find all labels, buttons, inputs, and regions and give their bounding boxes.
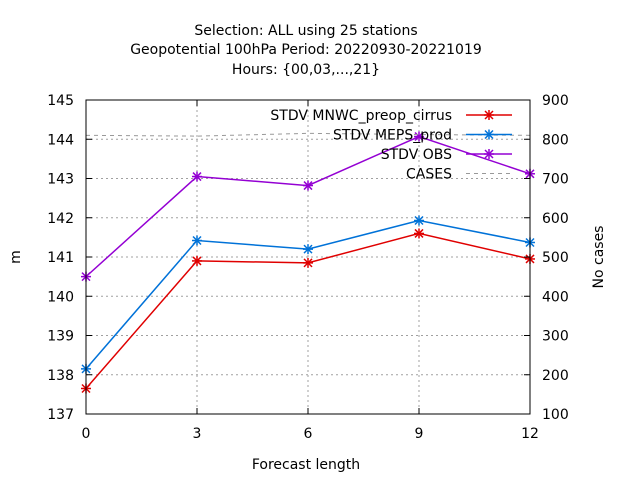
data-point: [414, 228, 424, 239]
chart-title-line-1: Selection: ALL using 25 stations: [194, 23, 417, 39]
data-point: [192, 171, 202, 182]
y2-tick-label: 100: [542, 407, 569, 423]
x-axis-label: Forecast length: [252, 457, 360, 473]
data-point: [484, 149, 494, 159]
legend-label: CASES: [406, 167, 452, 183]
chart-title: Selection: ALL using 25 stations Geopote…: [130, 23, 482, 78]
data-point: [303, 257, 313, 268]
x-tick-label: 6: [304, 426, 313, 442]
legend-entry-3: CASES: [406, 167, 512, 183]
y2-tick-label: 500: [542, 250, 569, 266]
y-tick-label: 143: [47, 172, 74, 188]
series-line: [85, 132, 531, 137]
y2-tick-label: 400: [542, 289, 569, 305]
legend: STDV MNWC_preop_cirrus STDV MEPS_prod STDV…: [270, 108, 512, 183]
data-point: [303, 180, 313, 191]
data-point: [192, 255, 202, 266]
y-tick-label: 137: [47, 407, 74, 423]
series-1: [81, 215, 535, 374]
chart-title-line-3: Hours: {00,03,...,21}: [232, 62, 380, 78]
legend-entry-2: STDV OBS: [381, 147, 512, 163]
y-tick-label: 145: [47, 93, 74, 109]
x-tick-label: 3: [193, 426, 202, 442]
data-point: [484, 129, 494, 140]
y2-tick-label: 900: [542, 93, 569, 109]
legend-entry-0: STDV MNWC_preop_cirrus: [270, 108, 512, 124]
y-tick-label: 142: [47, 211, 74, 227]
y-axis-label: m: [8, 250, 24, 264]
data-point: [414, 215, 424, 226]
y-tick-label: 144: [47, 132, 74, 148]
x-tick-label: 12: [521, 426, 539, 442]
y2-tick-label: 700: [542, 172, 569, 188]
data-point: [414, 131, 424, 142]
x-tick-label: 0: [82, 426, 91, 442]
series-layer: [81, 131, 535, 394]
y-tick-label: 141: [47, 250, 74, 266]
legend-label: STDV MEPS_prod: [333, 128, 452, 144]
series-3: [85, 132, 531, 137]
legend-entry-1: STDV MEPS_prod: [333, 128, 512, 144]
legend-label: STDV OBS: [381, 147, 452, 163]
y2-tick-label: 200: [542, 368, 569, 384]
y-tick-label: 140: [47, 289, 74, 305]
y2-tick-label: 800: [542, 132, 569, 148]
data-point: [484, 110, 494, 120]
y2-tick-label: 300: [542, 329, 569, 345]
data-point: [192, 235, 202, 246]
y-tick-label: 139: [47, 329, 74, 345]
axes: 137 138 139 140 141 142 143 144 145 100 200 300 400 5…: [47, 93, 568, 442]
data-point: [303, 244, 313, 255]
grid: [86, 100, 530, 414]
legend-label: STDV MNWC_preop_cirrus: [270, 108, 452, 124]
x-tick-label: 9: [415, 426, 424, 442]
y2-tick-label: 600: [542, 211, 569, 227]
y2-axis-label: No cases: [591, 226, 607, 289]
y-tick-label: 138: [47, 368, 74, 384]
chart-title-line-2: Geopotential 100hPa Period: 20220930-202…: [130, 42, 482, 58]
